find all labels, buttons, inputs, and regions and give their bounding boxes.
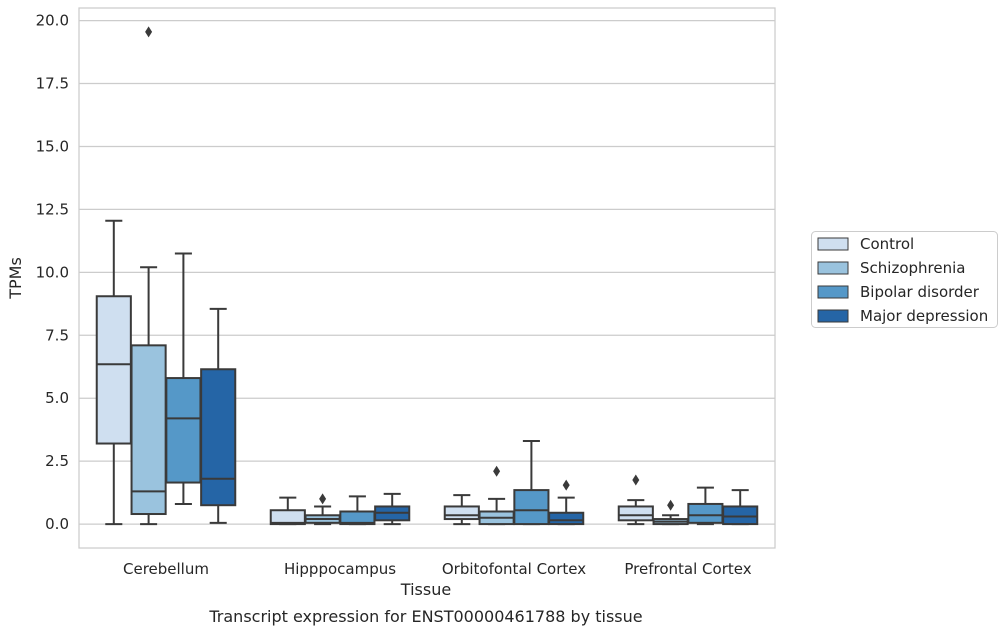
plot-frame xyxy=(78,7,776,549)
box xyxy=(95,219,132,526)
y-tick-label: 17.5 xyxy=(36,75,69,93)
box-plots xyxy=(95,26,759,526)
box xyxy=(165,252,202,505)
outlier-point xyxy=(667,499,675,511)
box xyxy=(687,486,724,526)
x-ticks: Cerebellum Hipppocampus Orbitofontal Corte… xyxy=(123,560,752,578)
box-body xyxy=(513,489,550,526)
box-body xyxy=(200,368,237,507)
y-ticks: 0.0 2.5 5.0 7.5 10.0 12.5 15.0 17.5 20.0 xyxy=(36,12,69,533)
y-tick-label: 0.0 xyxy=(45,515,69,533)
outlier-point xyxy=(562,479,570,491)
y-tick-label: 15.0 xyxy=(36,137,69,155)
box xyxy=(443,494,480,526)
y-tick-label: 12.5 xyxy=(36,200,69,218)
y-tick-label: 7.5 xyxy=(45,326,69,344)
box-body xyxy=(130,344,167,516)
box-body xyxy=(95,295,132,445)
x-tick-label: Orbitofontal Cortex xyxy=(442,560,586,578)
box-body xyxy=(617,505,654,522)
box xyxy=(374,492,411,526)
legend-frame xyxy=(811,231,998,328)
outlier-point xyxy=(319,493,327,505)
box-body xyxy=(722,505,759,526)
x-tick-label: Prefrontal Cortex xyxy=(624,560,751,578)
box xyxy=(269,496,306,526)
box xyxy=(652,499,689,526)
legend-label: Schizophrenia xyxy=(860,259,965,277)
box xyxy=(722,489,759,526)
box xyxy=(617,474,654,526)
outlier-point xyxy=(632,474,640,486)
y-tick-label: 2.5 xyxy=(45,452,69,470)
box-body xyxy=(687,502,724,524)
box-body xyxy=(165,377,202,484)
legend: Control Schizophrenia Bipolar disorder Majo… xyxy=(811,231,998,328)
legend-swatch xyxy=(817,285,849,299)
outlier-point xyxy=(493,465,501,477)
box xyxy=(478,465,515,526)
box-body xyxy=(548,511,585,526)
y-tick-label: 20.0 xyxy=(36,12,69,30)
legend-swatch xyxy=(817,309,849,323)
y-axis-label: TPMs xyxy=(6,257,25,300)
box xyxy=(339,495,376,526)
legend-swatch xyxy=(817,261,849,275)
chart-title: Transcript expression for ENST0000046178… xyxy=(208,607,642,626)
y-tick-label: 5.0 xyxy=(45,389,69,407)
legend-label: Control xyxy=(860,235,914,253)
box xyxy=(513,440,550,526)
box-body xyxy=(443,505,480,521)
box xyxy=(548,479,585,526)
box xyxy=(130,26,167,526)
box xyxy=(304,493,341,526)
legend-label: Major depression xyxy=(860,307,988,325)
outlier-point xyxy=(145,26,153,38)
x-axis-label: Tissue xyxy=(400,580,451,599)
x-tick-label: Cerebellum xyxy=(123,560,209,578)
y-tick-label: 10.0 xyxy=(36,263,69,281)
legend-label: Bipolar disorder xyxy=(860,283,980,301)
x-tick-label: Hipppocampus xyxy=(284,560,396,578)
legend-swatch xyxy=(817,237,849,251)
box xyxy=(200,307,237,524)
